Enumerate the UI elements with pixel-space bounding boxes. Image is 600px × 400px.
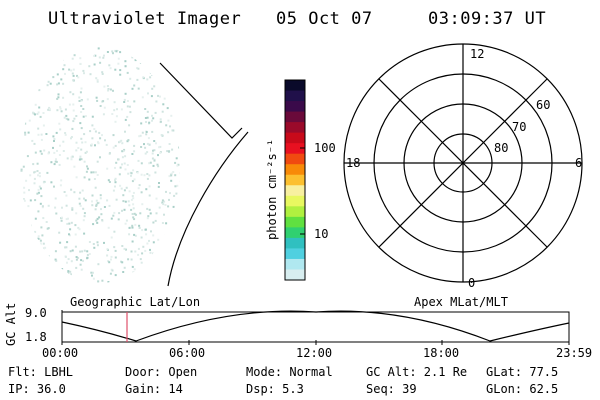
status-seq: Seq: 39	[366, 382, 417, 396]
colorbar-band	[285, 195, 305, 207]
colorbar-band	[285, 143, 305, 155]
colorbar-frame	[284, 79, 306, 281]
status-mode: Mode: Normal	[246, 365, 333, 379]
status-glat: GLat: 77.5	[486, 365, 559, 379]
polar-label-12: 12	[470, 47, 485, 61]
earth-image	[20, 47, 180, 283]
colorbar-band	[285, 237, 305, 250]
polar-diagonal-2	[378, 78, 548, 248]
polar-label-6: 6	[575, 156, 583, 170]
status-door: Door: Open	[125, 365, 198, 379]
colorbar-band	[285, 80, 305, 92]
colorbar-band	[285, 227, 305, 239]
status-filter: Flt: LBHL	[8, 365, 74, 379]
timeline-xtick-3: 18:00	[423, 346, 460, 360]
instrument-title: Ultraviolet Imager	[48, 9, 242, 29]
colorbar-band	[285, 90, 305, 102]
colorbar-band	[285, 132, 305, 144]
timeline-frame	[61, 311, 570, 343]
timeline-y-axis-label: GC Alt	[4, 302, 18, 346]
colorbar-units-label: photon cm⁻²s⁻¹	[265, 138, 279, 240]
timeline-ytick-top: 9.0	[25, 306, 47, 320]
timeline-xtick-4: 23:59	[556, 346, 593, 360]
colorbar-band	[285, 248, 305, 260]
colorbar-label-100: 100	[314, 141, 336, 155]
limb-line	[159, 62, 243, 139]
timeline-xtick-0: 00:00	[42, 346, 79, 360]
colorbar-band	[285, 269, 305, 281]
colorbar-band	[285, 111, 305, 123]
polar-lat-80: 80	[494, 141, 509, 155]
timeline-xtick-2: 12:00	[296, 346, 333, 360]
colorbar-band	[285, 206, 305, 218]
orbit-arc	[167, 131, 249, 287]
polar-label-18: 18	[346, 156, 361, 170]
status-gain: Gain: 14	[125, 382, 183, 396]
observation-date: 05 Oct 07	[276, 9, 373, 29]
colorbar	[285, 80, 305, 281]
colorbar-band	[285, 153, 305, 165]
colorbar-band	[285, 174, 305, 186]
colorbar-band	[285, 216, 305, 228]
gc-altitude-curve	[61, 310, 570, 342]
colorbar-band	[285, 101, 305, 113]
colorbar-band	[285, 185, 305, 197]
status-ip: IP: 36.0	[8, 382, 66, 396]
timeline-ytick-bottom: 1.8	[25, 330, 47, 344]
timeline-left-title: Geographic Lat/Lon	[70, 295, 201, 309]
timeline-xtick-1: 06:00	[169, 346, 206, 360]
status-glon: GLon: 62.5	[486, 382, 559, 396]
status-gc-alt: GC Alt: 2.1 Re	[366, 365, 468, 379]
colorbar-band	[285, 122, 305, 134]
status-dsp: Dsp: 5.3	[246, 382, 304, 396]
timeline-right-title: Apex MLat/MLT	[414, 295, 508, 309]
polar-plot	[343, 43, 583, 283]
observation-time: 03:09:37 UT	[428, 9, 547, 29]
polar-label-0: 0	[468, 276, 476, 290]
polar-lat-60: 60	[536, 98, 551, 112]
colorbar-band	[285, 258, 305, 271]
colorbar-band	[285, 164, 305, 176]
colorbar-label-10: 10	[314, 227, 329, 241]
polar-lat-70: 70	[512, 120, 527, 134]
